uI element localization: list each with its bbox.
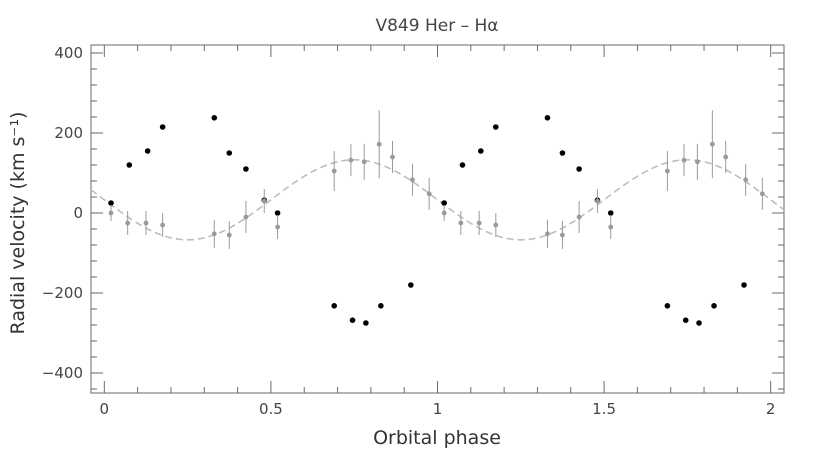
black-data-point: [349, 317, 356, 324]
black-data-point: [408, 282, 414, 288]
black-data-point: [493, 124, 499, 130]
grey-data-point: [576, 214, 582, 220]
grey-data-point: [709, 141, 715, 147]
grey-data-point: [476, 220, 482, 226]
grey-data-point: [595, 198, 600, 204]
black-data-point: [363, 320, 369, 326]
grey-data-point: [143, 220, 149, 226]
black-data-point: [559, 150, 566, 156]
y-tick-label: 200: [54, 124, 83, 142]
x-tick-label: 0.5: [259, 400, 283, 418]
fit-curve: [90, 158, 785, 241]
grey-data-point: [211, 231, 217, 237]
grey-data-point: [125, 220, 131, 226]
grey-data-point: [160, 222, 166, 228]
black-data-point: [741, 282, 747, 288]
black-data-point: [211, 115, 218, 121]
grey-data-point: [243, 214, 249, 220]
black-data-point: [226, 150, 233, 156]
grey-data-point: [331, 168, 337, 174]
black-data-point: [126, 162, 133, 168]
grey-data-point: [426, 191, 432, 197]
fit-curve-group: [90, 158, 785, 241]
data-points: [108, 110, 765, 326]
black-data-point: [711, 303, 717, 309]
x-axis-label: Orbital phase: [373, 427, 501, 449]
grey-data-point: [390, 154, 395, 160]
y-tick-label: −200: [42, 284, 83, 302]
grey-data-point: [759, 191, 765, 197]
black-data-point: [696, 320, 702, 326]
grey-data-point: [441, 210, 447, 216]
black-data-point: [441, 200, 447, 206]
y-axis-label: Radial velocity (km s⁻¹): [7, 112, 29, 335]
black-data-point: [274, 210, 281, 216]
grey-data-point: [681, 157, 687, 163]
x-tick-label: 1.5: [592, 400, 616, 418]
black-data-point: [331, 303, 338, 309]
black-data-point: [664, 303, 671, 309]
black-data-point: [682, 317, 689, 324]
grey-data-point: [493, 222, 499, 228]
plot-frame: [90, 44, 785, 394]
x-tick-label: 1: [433, 400, 443, 418]
black-data-point: [459, 162, 466, 168]
grey-data-point: [694, 159, 700, 165]
chart-title: V849 Her – Hα: [375, 16, 498, 36]
black-data-point: [607, 210, 614, 216]
black-data-point: [378, 303, 384, 309]
black-data-point: [108, 200, 114, 206]
grey-data-point: [560, 232, 565, 238]
y-tick-label: 400: [54, 44, 83, 62]
grey-data-point: [226, 232, 232, 238]
grey-data-point: [608, 224, 614, 230]
y-tick-label: 0: [73, 204, 83, 222]
x-tick-label: 2: [766, 400, 776, 418]
grey-data-point: [410, 177, 415, 183]
grey-data-point: [108, 210, 114, 216]
x-tick-label: 0: [100, 400, 110, 418]
grey-data-point: [743, 177, 749, 183]
black-data-point: [478, 148, 484, 154]
grey-data-point: [348, 157, 354, 163]
grey-data-point: [545, 231, 550, 237]
black-data-point: [544, 115, 551, 121]
grey-data-point: [723, 154, 729, 160]
black-data-point: [159, 124, 166, 130]
grey-data-point: [275, 224, 280, 230]
black-data-point: [576, 166, 582, 172]
axis-ticks: [91, 45, 784, 393]
grey-data-point: [376, 141, 382, 147]
grey-data-point: [458, 220, 464, 226]
grey-data-point: [261, 198, 267, 204]
y-tick-label: −400: [42, 364, 83, 382]
black-data-point: [243, 166, 249, 172]
axis-tick-labels: 0 0.5 1 1.5 2 −400 −200 0 200 400: [42, 44, 776, 418]
grey-data-point: [361, 159, 367, 165]
black-data-point: [144, 148, 151, 154]
grey-data-point: [664, 168, 670, 174]
